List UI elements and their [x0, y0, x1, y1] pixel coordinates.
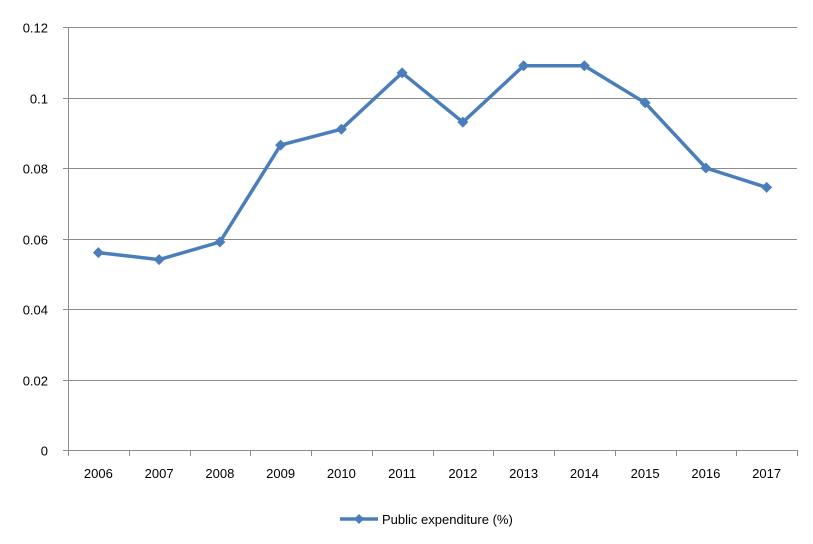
x-tick-label: 2009: [266, 466, 295, 481]
data-point: [639, 97, 651, 109]
data-point: [275, 139, 287, 151]
x-tick-label: 2011: [388, 466, 416, 481]
data-point: [396, 67, 408, 79]
x-tick-label: 2007: [145, 466, 174, 481]
data-point: [457, 116, 469, 128]
gridlines: [68, 27, 797, 381]
y-tick-label: 0.12: [23, 21, 48, 36]
axes: [68, 27, 797, 451]
x-tick-label: 2014: [570, 466, 599, 481]
x-tick-label: 2015: [631, 466, 660, 481]
x-tick-label: 2017: [752, 466, 781, 481]
data-point: [335, 123, 347, 135]
data-point: [700, 162, 712, 174]
series-line: [96, 64, 769, 262]
series-layer: [92, 60, 773, 266]
x-tick-label: 2013: [509, 466, 538, 481]
x-tick-label: 2010: [327, 466, 356, 481]
x-tick-label: 2012: [448, 466, 477, 481]
y-tick-label: 0.08: [23, 162, 48, 177]
data-point: [578, 60, 590, 72]
legend-label: Public expenditure (%): [382, 512, 513, 527]
y-axis-ticks: 0 0.02 0.04 0.06 0.08 0.1 0.12: [23, 21, 68, 459]
legend: Public expenditure (%): [340, 512, 513, 527]
data-point: [761, 181, 773, 193]
y-tick-label: 0: [41, 444, 48, 459]
y-tick-label: 0.1: [30, 92, 48, 107]
data-point: [153, 254, 165, 266]
x-tick-label: 2006: [84, 466, 113, 481]
y-tick-label: 0.06: [23, 233, 48, 248]
x-tick-label: 2016: [691, 466, 720, 481]
data-point: [92, 247, 104, 259]
legend-swatch-marker: [354, 514, 364, 524]
y-tick-label: 0.04: [23, 303, 48, 318]
x-axis-ticks: 2006 2007 2008 2009 2010 2011 2012 2013 2014 2015…: [68, 450, 798, 481]
x-tick-label: 2008: [205, 466, 234, 481]
data-point: [214, 236, 226, 248]
data-point: [518, 60, 530, 72]
y-tick-label: 0.02: [23, 374, 48, 389]
